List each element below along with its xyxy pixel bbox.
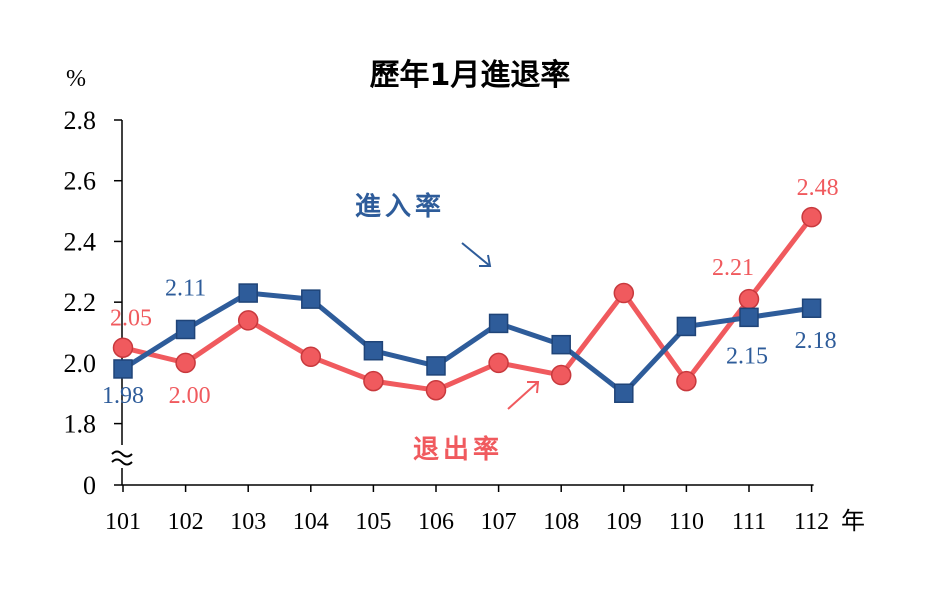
legend-series-entry: 進入率 [355,191,445,222]
data-labels: 1.98 2.11 2.15 2.18 2.05 2.00 2.21 2.48 [102,175,839,409]
x-tick-label: 101 [105,509,141,535]
data-point [301,289,321,309]
y-tick-label: 1.8 [64,410,97,439]
data-point [801,206,822,228]
legend-arrow-icon [507,381,540,410]
data-point [238,283,258,303]
y-tick-label: 2.0 [64,349,97,378]
x-axis-unit: 年 [841,508,865,535]
x-tick-label: 111 [732,509,766,535]
data-point [175,352,196,374]
data-point [613,282,635,304]
data-point [300,346,322,368]
data-point [739,307,759,328]
y-tick-labels: 2.8 2.6 2.4 2.2 2.0 1.8 0 [64,106,122,500]
x-tick-label: 110 [669,509,704,535]
y-tick-label: 0 [83,471,96,500]
x-tick-label: 109 [606,509,642,535]
x-tick-label: 112 [794,509,829,535]
y-tick-label: 2.8 [64,106,97,135]
data-point [426,356,446,376]
data-label: 2.15 [726,343,768,369]
data-point [614,383,634,403]
x-tick-label: 106 [418,509,454,535]
data-point [738,288,760,310]
data-point [113,359,133,379]
x-tick-label: 103 [230,509,266,535]
x-tick-label: 105 [355,509,391,535]
series-line [121,290,812,396]
legend-arrow-icon [461,242,492,267]
data-point [112,337,134,358]
data-point [551,334,571,355]
legend-series-entry: 退出率 [413,434,503,465]
data-point [676,370,697,392]
chart-title: 歷年1月進退率 [370,58,571,93]
data-point [676,316,697,337]
y-axis-unit: % [66,66,86,92]
series-group [112,206,822,403]
x-tick-label: 102 [168,509,204,535]
data-label: 2.05 [110,306,152,332]
x-tick-label: 107 [481,509,517,535]
data-label: 2.18 [795,328,837,354]
data-point [550,364,572,386]
y-tick-label: 2.2 [64,288,97,317]
data-point [488,352,509,374]
data-point [801,298,822,318]
data-point [425,379,447,401]
data-point [488,313,509,334]
x-tick-label: 104 [293,509,329,535]
x-tick-labels: 101 102 103 104 105 106 107 108 109 110 111 112 [105,485,829,535]
data-label: 2.00 [169,383,211,409]
series-line [122,215,814,393]
data-point [237,310,259,331]
data-point [363,370,384,392]
data-point [363,340,384,361]
y-tick-label: 2.4 [64,227,97,256]
data-label: 2.48 [797,175,839,201]
axes [111,120,814,486]
x-tick-label: 108 [543,509,579,535]
axis-break-icon [111,450,133,466]
y-tick-label: 2.6 [64,167,97,196]
data-point [175,319,196,340]
data-label: 2.21 [712,255,754,281]
data-label: 2.11 [165,275,206,301]
data-label: 1.98 [102,383,144,409]
